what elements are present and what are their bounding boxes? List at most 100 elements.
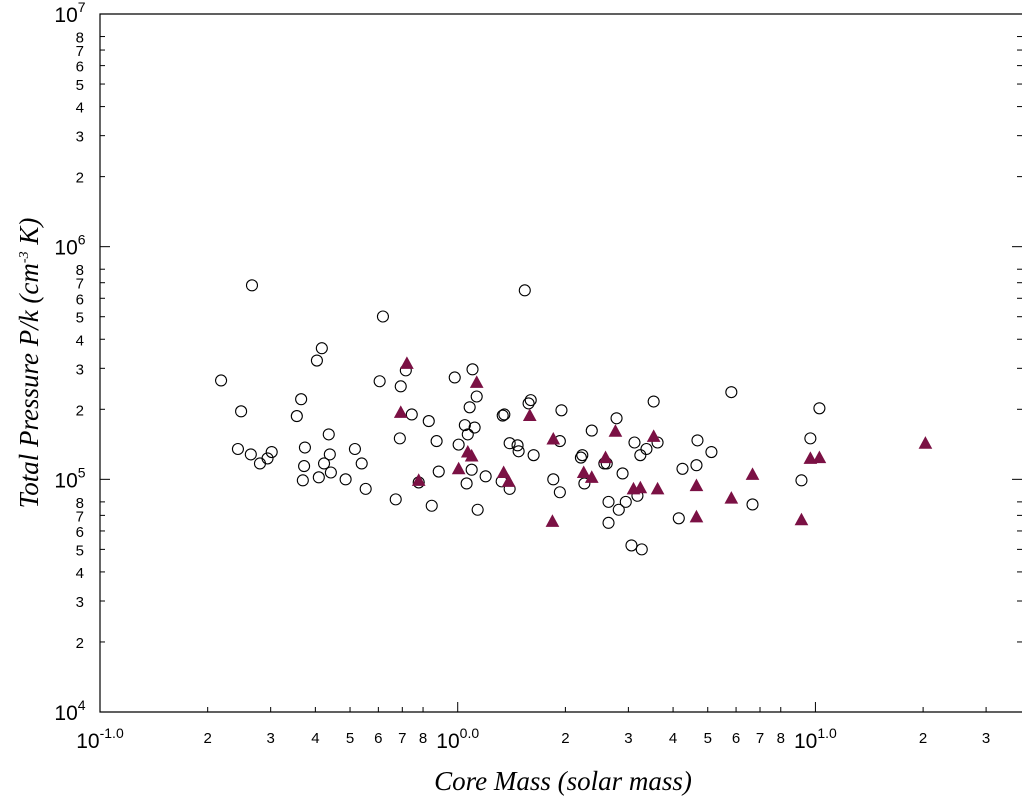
circle-point bbox=[298, 460, 311, 473]
y-tick-label-exponent: 7 bbox=[78, 0, 86, 15]
circle-point bbox=[524, 394, 537, 407]
y-tick-label: 8 bbox=[76, 262, 84, 279]
x-tick-label-base: 7 bbox=[756, 730, 764, 747]
circle-point bbox=[290, 410, 303, 423]
triangle-point bbox=[650, 481, 665, 495]
circle-point bbox=[616, 467, 629, 480]
triangle-point bbox=[501, 474, 516, 487]
circle-point bbox=[463, 401, 476, 414]
circle-point bbox=[310, 354, 323, 367]
triangle-point bbox=[584, 470, 599, 483]
y-tick-label-base: 10 bbox=[54, 4, 77, 27]
x-tick-label: 6 bbox=[732, 730, 740, 747]
triangle-point bbox=[918, 436, 933, 449]
y-tick-label-base: 2 bbox=[76, 170, 84, 187]
y-tick-label: 6 bbox=[76, 59, 84, 76]
triangle-point bbox=[633, 480, 648, 494]
circle-point bbox=[355, 457, 368, 470]
triangle-point bbox=[812, 450, 827, 464]
y-tick-label-base: 10 bbox=[54, 469, 77, 492]
circle-point bbox=[746, 498, 759, 511]
circle-point bbox=[585, 424, 598, 437]
triangle-point bbox=[689, 509, 704, 523]
y-tick-label: 3 bbox=[76, 361, 84, 378]
triangle-point bbox=[689, 478, 704, 492]
circle-point bbox=[322, 428, 335, 441]
x-tick-label: 8 bbox=[419, 730, 427, 747]
x-tick-label-base: 2 bbox=[561, 730, 569, 747]
y-tick-label: 7 bbox=[76, 43, 84, 60]
triangle-point bbox=[464, 448, 479, 462]
x-tick-label-base: 8 bbox=[777, 730, 785, 747]
triangle-point bbox=[608, 424, 623, 437]
circle-point bbox=[389, 493, 402, 506]
x-tick-label: 5 bbox=[346, 730, 354, 747]
circle-point bbox=[315, 342, 328, 355]
y-tick-label-base: 6 bbox=[76, 524, 84, 541]
triangle-point bbox=[794, 512, 809, 526]
y-tick-label-base: 3 bbox=[76, 594, 84, 611]
y-tick-label: 6 bbox=[76, 524, 84, 541]
circle-point bbox=[460, 477, 473, 490]
triangle-point bbox=[745, 467, 760, 480]
circle-point bbox=[522, 397, 535, 410]
x-tick-label-base: 5 bbox=[346, 730, 354, 747]
circle-point bbox=[317, 457, 331, 470]
x-tick-label: 2 bbox=[204, 730, 212, 747]
circle-point bbox=[425, 499, 438, 512]
circle-point bbox=[466, 363, 479, 376]
triangle-point bbox=[451, 461, 466, 475]
y-tick-label-base: 5 bbox=[76, 77, 84, 94]
x-tick-label: 2 bbox=[919, 730, 927, 747]
circle-point bbox=[574, 451, 587, 464]
circle-point bbox=[470, 390, 483, 403]
y-tick-label: 8 bbox=[76, 30, 84, 47]
y-tick-label: 106 bbox=[54, 232, 85, 260]
y-tick-label: 107 bbox=[54, 0, 85, 27]
circle-point bbox=[339, 473, 352, 486]
x-tick-label: 10-1.0 bbox=[76, 725, 124, 753]
circle-point bbox=[265, 445, 278, 459]
x-tick-label-base: 2 bbox=[204, 730, 212, 747]
x-tick-label-base: 3 bbox=[267, 730, 275, 747]
circle-point bbox=[511, 439, 524, 452]
circle-point bbox=[432, 465, 445, 478]
circle-point bbox=[465, 463, 478, 476]
circle-point bbox=[576, 449, 589, 462]
y-tick-label-base: 2 bbox=[76, 635, 84, 652]
circle-point bbox=[518, 284, 531, 297]
y-tick-label: 2 bbox=[76, 635, 84, 652]
x-tick-label-base: 6 bbox=[732, 730, 740, 747]
x-tick-label-base: 2 bbox=[919, 730, 927, 747]
circle-point bbox=[628, 436, 641, 449]
x-tick-label-base: 6 bbox=[374, 730, 382, 747]
y-tick-label-base: 10 bbox=[54, 702, 77, 725]
x-tick-label: 6 bbox=[374, 730, 382, 747]
circle-point bbox=[296, 474, 309, 487]
circle-point bbox=[324, 466, 337, 479]
y-tick-label-base: 6 bbox=[76, 59, 84, 76]
circle-point bbox=[458, 419, 471, 432]
circle-point bbox=[612, 503, 625, 516]
x-tick-label: 4 bbox=[311, 730, 319, 747]
y-tick-label-exponent: 6 bbox=[78, 232, 86, 248]
x-tick-label: 101.0 bbox=[794, 725, 837, 753]
y-tick-label: 2 bbox=[76, 402, 84, 419]
x-tick-label-base: 4 bbox=[311, 730, 319, 747]
circle-point bbox=[634, 449, 647, 462]
circle-point bbox=[235, 405, 248, 418]
circle-point bbox=[231, 442, 244, 456]
x-tick-label-exponent: 0.0 bbox=[460, 725, 480, 741]
y-tick-label: 4 bbox=[76, 100, 84, 117]
circle-point bbox=[619, 495, 632, 508]
circle-point bbox=[691, 434, 704, 447]
x-axis-title: Core Mass (solar mass) bbox=[434, 766, 692, 796]
triangle-point bbox=[724, 491, 739, 504]
y-tick-label-exponent: 4 bbox=[78, 697, 86, 713]
circle-point bbox=[298, 441, 311, 454]
circle-point bbox=[373, 375, 386, 388]
y-tick-label: 3 bbox=[76, 594, 84, 611]
y-tick-label-base: 4 bbox=[76, 332, 84, 349]
x-tick-label: 7 bbox=[398, 730, 406, 747]
circle-point bbox=[496, 409, 509, 422]
